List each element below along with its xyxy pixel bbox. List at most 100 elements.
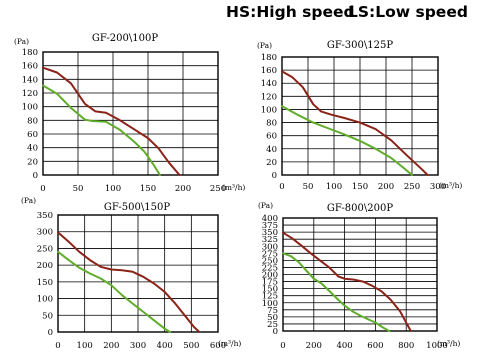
y-tick-label: 100 xyxy=(262,299,278,309)
x-tick-label: 100 xyxy=(77,341,93,351)
y-tick-label: 50 xyxy=(267,313,278,323)
x-tick-label: 800 xyxy=(398,341,414,351)
plot-frame xyxy=(282,217,438,332)
y-tick-label: 250 xyxy=(262,256,278,266)
x-tick-label: 250 xyxy=(404,182,420,192)
plot-frame xyxy=(57,214,219,333)
y-tick-label: 100 xyxy=(37,295,53,305)
y-axis-label: (Pa) xyxy=(258,201,273,210)
x-tick-label: 0 xyxy=(55,341,60,351)
y-tick-label: 120 xyxy=(22,89,38,99)
x-tick-label: 1000 xyxy=(426,341,448,351)
y-tick-label: 0 xyxy=(48,328,53,338)
y-tick-label: 150 xyxy=(262,285,278,295)
x-tick-label: 400 xyxy=(157,341,173,351)
y-tick-label: 20 xyxy=(266,158,277,168)
series-line-ls xyxy=(42,84,161,176)
series-line-hs xyxy=(282,231,412,332)
y-tick-label: 375 xyxy=(262,221,278,231)
x-tick-label: 50 xyxy=(73,184,84,194)
y-tick-label: 350 xyxy=(37,211,53,221)
y-tick-label: 150 xyxy=(37,278,53,288)
x-tick-label: 200 xyxy=(175,184,191,194)
x-tick-label: 150 xyxy=(140,184,156,194)
y-tick-label: 300 xyxy=(37,228,53,238)
chart-title: GF-200\100P xyxy=(92,33,158,44)
x-tick-label: 600 xyxy=(367,341,383,351)
y-tick-label: 80 xyxy=(266,119,277,129)
series-line-hs xyxy=(281,70,429,176)
y-tick-label: 40 xyxy=(27,144,38,154)
y-axis-label: (Pa) xyxy=(257,41,272,50)
y-tick-label: 40 xyxy=(266,145,277,155)
x-tick-label: 0 xyxy=(40,184,45,194)
plot-frame xyxy=(42,51,219,176)
y-tick-label: 200 xyxy=(37,261,53,271)
x-tick-label: 150 xyxy=(352,182,368,192)
y-tick-label: 20 xyxy=(27,157,38,167)
y-tick-label: 300 xyxy=(262,242,278,252)
y-tick-label: 100 xyxy=(22,103,38,113)
series-line-hs xyxy=(57,231,201,333)
x-tick-label: 0 xyxy=(279,182,284,192)
y-tick-label: 160 xyxy=(22,62,38,72)
x-axis-label: (m³/h) xyxy=(222,183,245,192)
x-axis-label: (m³/h) xyxy=(437,339,460,348)
x-tick-label: 400 xyxy=(336,341,352,351)
y-tick-label: 200 xyxy=(262,271,278,281)
x-tick-label: 250 xyxy=(210,184,226,194)
x-tick-label: 600 xyxy=(210,341,226,351)
y-tick-label: 160 xyxy=(261,66,277,76)
x-tick-label: 200 xyxy=(306,341,322,351)
y-axis-label: (Pa) xyxy=(21,196,36,205)
y-tick-label: 225 xyxy=(262,263,278,273)
series-line-ls xyxy=(282,252,391,332)
x-tick-label: 300 xyxy=(130,341,146,351)
legend-hs-label: HS:High speed xyxy=(226,3,355,21)
y-axis-label: (Pa) xyxy=(14,37,29,46)
y-tick-label: 180 xyxy=(22,48,38,58)
chart-title: GF-500\150P xyxy=(104,202,170,213)
x-tick-label: 100 xyxy=(326,182,342,192)
y-tick-label: 60 xyxy=(266,132,277,142)
y-tick-label: 125 xyxy=(262,292,278,302)
y-tick-label: 50 xyxy=(42,311,53,321)
y-tick-label: 350 xyxy=(262,228,278,238)
plot-frame xyxy=(281,56,439,176)
y-tick-label: 100 xyxy=(261,105,277,115)
y-tick-label: 0 xyxy=(273,327,278,337)
legend-ls-label: LS:Low speed xyxy=(348,3,468,21)
y-tick-label: 75 xyxy=(267,306,278,316)
y-tick-label: 140 xyxy=(261,79,277,89)
y-tick-label: 25 xyxy=(267,320,278,330)
series-line-ls xyxy=(57,250,171,333)
x-axis-label: (m³/h) xyxy=(218,339,241,348)
y-tick-label: 0 xyxy=(272,171,277,181)
x-tick-label: 50 xyxy=(303,182,314,192)
series-line-ls xyxy=(281,105,413,176)
chart-title: GF-300\125P xyxy=(327,40,393,51)
y-tick-label: 180 xyxy=(261,53,277,63)
x-tick-label: 500 xyxy=(183,341,199,351)
y-tick-label: 175 xyxy=(262,278,278,288)
x-tick-label: 0 xyxy=(280,341,285,351)
y-tick-label: 140 xyxy=(22,75,38,85)
y-tick-label: 80 xyxy=(27,116,38,126)
series-line-hs xyxy=(42,66,181,176)
y-tick-label: 400 xyxy=(262,214,278,224)
y-tick-label: 120 xyxy=(261,92,277,102)
y-tick-label: 275 xyxy=(262,249,278,259)
y-tick-label: 0 xyxy=(33,171,38,181)
x-tick-label: 200 xyxy=(378,182,394,192)
x-axis-label: (m³/h) xyxy=(439,181,462,190)
chart-title: GF-800\200P xyxy=(327,203,393,214)
x-tick-label: 100 xyxy=(105,184,121,194)
y-tick-label: 60 xyxy=(27,130,38,140)
y-tick-label: 250 xyxy=(37,244,53,254)
x-tick-label: 300 xyxy=(430,182,446,192)
